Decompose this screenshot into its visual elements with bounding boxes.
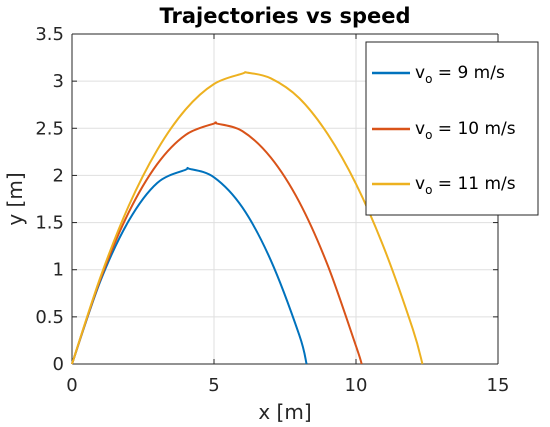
x-tick-label: 15 bbox=[487, 375, 510, 396]
ticks: 0 5 10 15 0 0.5 1 1.5 2 2.5 3 3.5 bbox=[35, 24, 509, 396]
legend-v10-sub: o bbox=[425, 128, 432, 142]
legend-v11-rest: = 11 m/s bbox=[432, 174, 515, 194]
y-tick-label: 2 bbox=[53, 165, 64, 186]
series-line-0 bbox=[71, 166, 308, 365]
legend: vo = 9 m/s vo = 10 m/s vo = 11 m/s bbox=[365, 41, 539, 216]
x-tick-label: 5 bbox=[208, 375, 219, 396]
chart-title: Trajectories vs speed bbox=[159, 4, 410, 28]
y-tick-label: 3.5 bbox=[35, 24, 64, 45]
legend-entry-v10: vo = 10 m/s bbox=[415, 119, 516, 142]
series-line-2 bbox=[71, 71, 424, 365]
legend-entry-v11: vo = 11 m/s bbox=[415, 174, 516, 197]
y-tick-label: 2.5 bbox=[35, 118, 64, 139]
legend-v10-rest: = 10 m/s bbox=[432, 119, 515, 139]
series-layer bbox=[71, 71, 424, 365]
y-tick-label: 1 bbox=[53, 260, 64, 281]
y-tick-label: 0 bbox=[53, 354, 64, 375]
y-tick-label: 3 bbox=[53, 71, 64, 92]
legend-v11-sub: o bbox=[425, 183, 432, 197]
x-tick-label: 10 bbox=[345, 375, 368, 396]
x-tick-label: 0 bbox=[66, 375, 77, 396]
x-axis-label: x [m] bbox=[258, 400, 311, 424]
legend-entry-v9: vo = 9 m/s bbox=[415, 63, 505, 86]
legend-v10-base: v bbox=[415, 119, 425, 139]
y-axis-label: y [m] bbox=[3, 172, 27, 225]
y-tick-label: 0.5 bbox=[35, 307, 64, 328]
legend-v9-sub: o bbox=[425, 72, 432, 86]
legend-v9-rest: = 9 m/s bbox=[432, 63, 505, 83]
legend-v9-base: v bbox=[415, 63, 425, 83]
y-tick-label: 1.5 bbox=[35, 213, 64, 234]
legend-v11-base: v bbox=[415, 174, 425, 194]
series-line-1 bbox=[71, 121, 363, 365]
